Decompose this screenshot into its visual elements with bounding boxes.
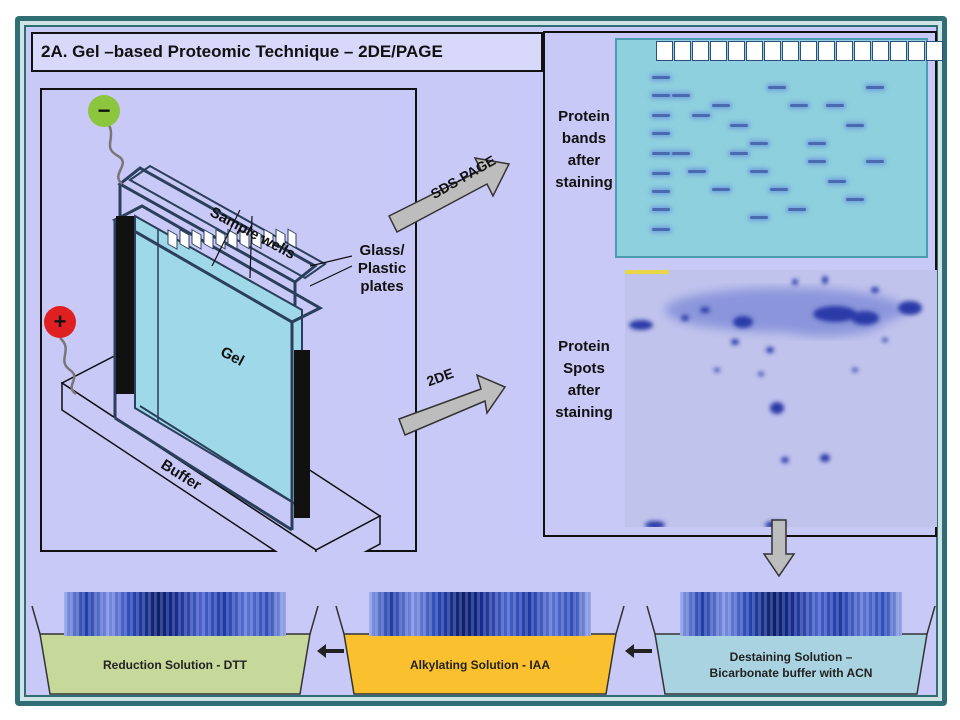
protein-bands-label: Protein bands after staining: [555, 108, 613, 191]
positive-wire: [59, 337, 77, 396]
destaining-solution-label: Destaining Solution – Bicarbonate buffer…: [709, 650, 873, 680]
left-arrow-icon-2: [625, 644, 652, 658]
positive-electrode-icon: +: [44, 306, 76, 338]
reduction-solution-label: Reduction Solution - DTT: [103, 658, 247, 672]
down-arrow-icon: [762, 519, 796, 578]
electrophoresis-panel: [40, 88, 417, 552]
sample-wells: [167, 228, 297, 250]
negative-electrode-icon: −: [88, 95, 120, 127]
negative-wire: [103, 117, 125, 185]
front-plate-top: [111, 204, 324, 324]
right-electrode-bar: [294, 350, 310, 518]
sds-page-gel-image: [615, 38, 928, 258]
glass-plates-label: Glass/ Plastic plates: [357, 242, 407, 295]
sds-page-wells: [656, 41, 944, 61]
sds-page-arrow-icon: [387, 157, 511, 234]
gel-apparatus-diagram: [59, 117, 382, 552]
left-arrow-icon-1: [317, 644, 344, 658]
left-electrode-bar: [116, 216, 134, 394]
page-title: 2A. Gel –based Proteomic Technique – 2DE…: [31, 32, 543, 72]
alkylating-gel-strip: [369, 592, 591, 636]
back-plate-top: [117, 166, 318, 284]
protein-spots-label: Protein Spots after staining: [555, 338, 613, 421]
alkylating-solution-label: Alkylating Solution - IAA: [410, 658, 550, 672]
reduction-gel-strip: [64, 592, 286, 636]
buffer-tank-side: [315, 514, 381, 552]
2de-arrow-icon: [398, 373, 507, 436]
2de-gel-image: [625, 270, 937, 527]
destaining-gel-strip: [680, 592, 902, 636]
